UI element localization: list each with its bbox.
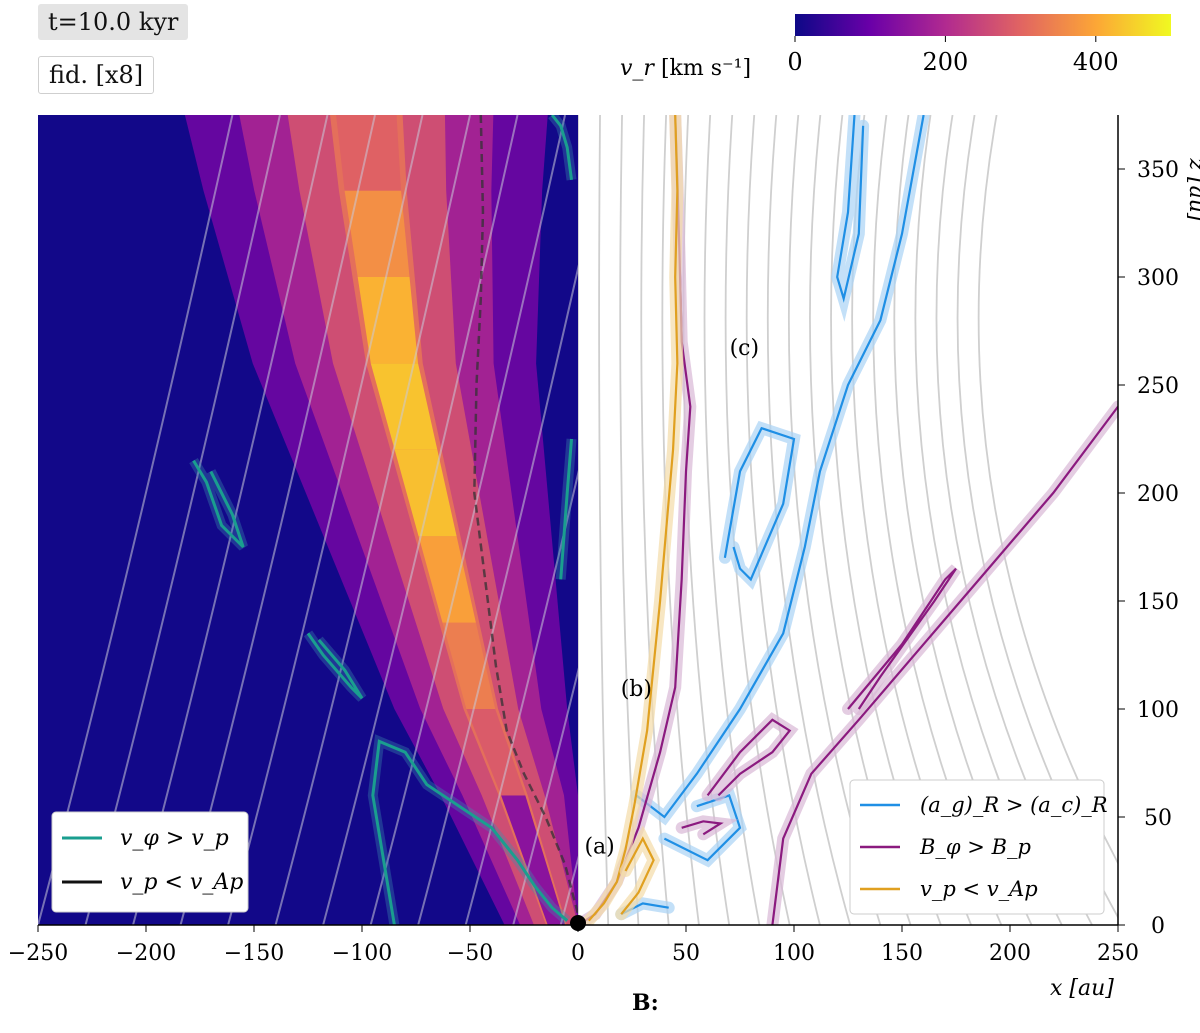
colorbar-tick-label: 0 bbox=[787, 48, 802, 76]
streamline bbox=[417, 264, 578, 925]
y-axis-label: z [au] bbox=[1184, 157, 1200, 221]
x-tick-label: 100 bbox=[773, 941, 815, 966]
x-tick-label: 0 bbox=[571, 941, 585, 966]
left-panel-vr bbox=[38, 115, 578, 925]
right-legend-items: (a_g)_R > (a_c)_R B_φ > B_p v_p < v_Ap bbox=[860, 793, 1108, 901]
y-tick-label: 150 bbox=[1137, 590, 1179, 615]
contour-vphi-gt-vp bbox=[192, 459, 245, 549]
contour-vp-lt-vap bbox=[620, 836, 655, 915]
colorbar-tick-label: 400 bbox=[1073, 48, 1119, 76]
x-axis-label: x [au] bbox=[1050, 976, 1114, 1001]
contour-vphi-gt-vp bbox=[371, 739, 569, 925]
y-tick-label: 50 bbox=[1144, 806, 1172, 831]
outflow-core-segment bbox=[501, 795, 566, 925]
x-tick-label: −250 bbox=[8, 941, 68, 966]
contour-bphi-gt-bp bbox=[771, 405, 1118, 925]
streamline bbox=[274, 115, 471, 925]
outflow-core-segment bbox=[442, 622, 496, 709]
contour-vp-lt-vap bbox=[587, 115, 679, 922]
axes: −250 −200 −150 −100 −50 0 50 100 150 200 250 0 50 10… bbox=[8, 115, 1200, 1001]
x-tick-label: −150 bbox=[224, 941, 284, 966]
outflow-core-segment bbox=[394, 449, 457, 537]
contour-bphi-gt-bp bbox=[847, 567, 957, 710]
annotations: (a) (b) (c) bbox=[584, 336, 759, 860]
outflow-core-segment bbox=[344, 190, 410, 277]
legend-label: B_φ > B_p bbox=[919, 835, 1031, 859]
time-label: t=10.0 kyr bbox=[38, 4, 189, 40]
right-legend-box bbox=[849, 779, 1105, 915]
central-star bbox=[570, 915, 586, 931]
contour-vphi-gt-vp bbox=[550, 115, 574, 180]
x-tick-label: −200 bbox=[116, 941, 176, 966]
streamline bbox=[227, 115, 424, 925]
streamline bbox=[369, 115, 567, 925]
left-legend-items: v_φ > v_p v_p < v_Ap bbox=[62, 826, 243, 895]
outflow-core-segment bbox=[418, 536, 476, 623]
legend-label: (a_g)_R > (a_c)_R bbox=[920, 793, 1108, 817]
contour-ag-gt-ac bbox=[836, 115, 865, 303]
x-tick-label: −100 bbox=[332, 941, 392, 966]
right-contours bbox=[578, 115, 1118, 925]
contour-ag-gt-ac bbox=[635, 115, 925, 819]
y-tick-label: 250 bbox=[1137, 374, 1179, 399]
x-tick-label: 150 bbox=[881, 941, 923, 966]
y-tick-label: 100 bbox=[1137, 698, 1179, 723]
streamline bbox=[787, 115, 882, 925]
outflow-core-segment bbox=[466, 709, 526, 796]
streamline bbox=[322, 115, 519, 925]
y-tick-label: 0 bbox=[1151, 914, 1165, 939]
contour-ag-gt-ac bbox=[723, 426, 796, 582]
colorbar: v_r [km s⁻¹] 0 200 400 bbox=[620, 14, 1171, 81]
x-tick-label: 50 bbox=[672, 941, 700, 966]
y-tick-label: 300 bbox=[1137, 266, 1179, 291]
colorbar-bar bbox=[795, 14, 1171, 36]
x-tick-label: 250 bbox=[1097, 941, 1139, 966]
y-tick-label: 350 bbox=[1137, 158, 1179, 183]
x-ticks: −250 −200 −150 −100 −50 0 50 100 150 200 250 bbox=[8, 925, 1139, 966]
legend-label: v_p < v_Ap bbox=[120, 870, 243, 895]
y-tick-label: 200 bbox=[1137, 482, 1179, 507]
field-caption: B: bbox=[632, 990, 659, 1016]
contour-vp-lt-vap bbox=[473, 115, 578, 915]
contour-bphi-gt-bp bbox=[681, 820, 724, 836]
contour-vphi-gt-vp bbox=[559, 438, 574, 580]
annotation-label: (b) bbox=[621, 677, 652, 702]
right-legend: (a_g)_R > (a_c)_R B_φ > B_p v_p < v_Ap bbox=[849, 779, 1108, 915]
colorbar-tick-label: 200 bbox=[922, 48, 968, 76]
contour-bphi-gt-bp bbox=[706, 718, 792, 797]
legend-label: v_p < v_Ap bbox=[920, 877, 1038, 901]
x-tick-label: 200 bbox=[989, 941, 1031, 966]
annotation-label: (a) bbox=[584, 835, 614, 860]
legend-label: v_φ > v_p bbox=[120, 826, 229, 851]
colorbar-ticks: 0 200 400 bbox=[787, 36, 1119, 76]
streamline bbox=[598, 115, 610, 925]
colorbar-label: v_r [km s⁻¹] bbox=[620, 56, 751, 81]
y-ticks: 0 50 100 150 200 250 300 350 bbox=[1118, 158, 1179, 939]
x-tick-label: −50 bbox=[447, 941, 493, 966]
streamline bbox=[512, 667, 578, 925]
right-panel-b bbox=[578, 115, 1118, 925]
outflow-core-segment bbox=[357, 277, 419, 364]
run-label: fid. [x8] bbox=[38, 56, 155, 94]
left-contours bbox=[189, 115, 578, 925]
annotation-label: (c) bbox=[730, 336, 760, 361]
outflow-core-segment bbox=[336, 115, 402, 191]
contour-vphi-gt-vp bbox=[306, 632, 364, 700]
left-legend: v_φ > v_p v_p < v_Ap bbox=[51, 811, 249, 913]
